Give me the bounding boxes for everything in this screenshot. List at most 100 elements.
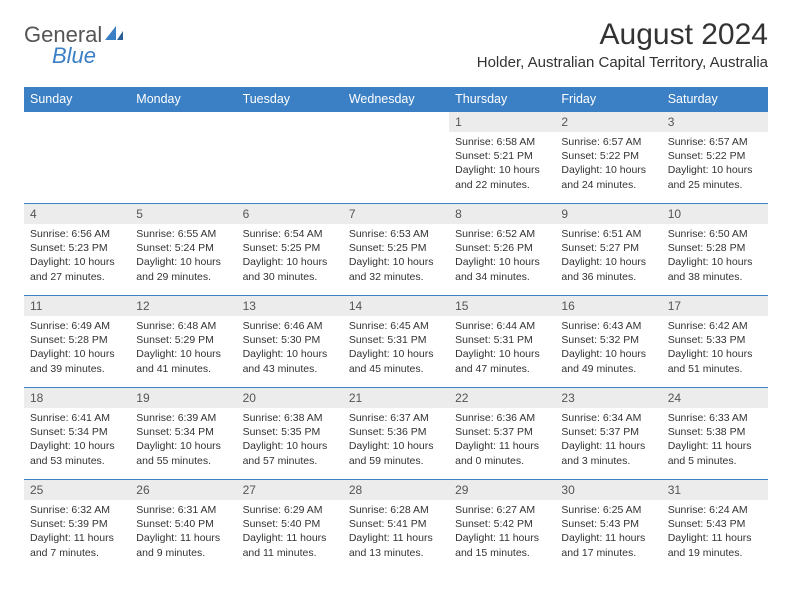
sunset-text: Sunset: 5:36 PM (349, 425, 443, 439)
sunrise-text: Sunrise: 6:42 AM (668, 319, 762, 333)
calendar-day-cell: 21Sunrise: 6:37 AMSunset: 5:36 PMDayligh… (343, 388, 449, 480)
sunset-text: Sunset: 5:24 PM (136, 241, 230, 255)
day-details: Sunrise: 6:42 AMSunset: 5:33 PMDaylight:… (662, 316, 768, 380)
day-details: Sunrise: 6:31 AMSunset: 5:40 PMDaylight:… (130, 500, 236, 564)
sunset-text: Sunset: 5:22 PM (668, 149, 762, 163)
day-number: 17 (662, 296, 768, 316)
day-details: Sunrise: 6:32 AMSunset: 5:39 PMDaylight:… (24, 500, 130, 564)
calendar-day-cell: 16Sunrise: 6:43 AMSunset: 5:32 PMDayligh… (555, 296, 661, 388)
day-details: Sunrise: 6:53 AMSunset: 5:25 PMDaylight:… (343, 224, 449, 288)
sunrise-text: Sunrise: 6:54 AM (243, 227, 337, 241)
daylight-text: Daylight: 11 hours and 3 minutes. (561, 439, 655, 467)
day-number: 9 (555, 204, 661, 224)
daylight-text: Daylight: 10 hours and 55 minutes. (136, 439, 230, 467)
sunset-text: Sunset: 5:41 PM (349, 517, 443, 531)
sunset-text: Sunset: 5:42 PM (455, 517, 549, 531)
brand-logo: GeneralBlue (24, 24, 128, 67)
weekday-header: Friday (555, 87, 661, 112)
sail-icon (104, 22, 126, 47)
day-details: Sunrise: 6:41 AMSunset: 5:34 PMDaylight:… (24, 408, 130, 472)
day-number: 12 (130, 296, 236, 316)
day-number: 21 (343, 388, 449, 408)
sunrise-text: Sunrise: 6:58 AM (455, 135, 549, 149)
sunrise-text: Sunrise: 6:29 AM (243, 503, 337, 517)
day-number (237, 112, 343, 132)
calendar-day-cell: 23Sunrise: 6:34 AMSunset: 5:37 PMDayligh… (555, 388, 661, 480)
location-text: Holder, Australian Capital Territory, Au… (477, 54, 768, 71)
day-number: 15 (449, 296, 555, 316)
calendar-body: 1Sunrise: 6:58 AMSunset: 5:21 PMDaylight… (24, 112, 768, 572)
day-number: 30 (555, 480, 661, 500)
daylight-text: Daylight: 10 hours and 57 minutes. (243, 439, 337, 467)
calendar-day-cell: 2Sunrise: 6:57 AMSunset: 5:22 PMDaylight… (555, 112, 661, 204)
weekday-header: Monday (130, 87, 236, 112)
daylight-text: Daylight: 10 hours and 49 minutes. (561, 347, 655, 375)
calendar-day-cell: 3Sunrise: 6:57 AMSunset: 5:22 PMDaylight… (662, 112, 768, 204)
day-number: 19 (130, 388, 236, 408)
day-details: Sunrise: 6:57 AMSunset: 5:22 PMDaylight:… (555, 132, 661, 196)
sunrise-text: Sunrise: 6:43 AM (561, 319, 655, 333)
sunrise-text: Sunrise: 6:57 AM (668, 135, 762, 149)
weekday-header: Saturday (662, 87, 768, 112)
daylight-text: Daylight: 10 hours and 22 minutes. (455, 163, 549, 191)
day-details: Sunrise: 6:55 AMSunset: 5:24 PMDaylight:… (130, 224, 236, 288)
sunset-text: Sunset: 5:28 PM (30, 333, 124, 347)
calendar-day-cell: 31Sunrise: 6:24 AMSunset: 5:43 PMDayligh… (662, 480, 768, 572)
sunset-text: Sunset: 5:27 PM (561, 241, 655, 255)
sunrise-text: Sunrise: 6:25 AM (561, 503, 655, 517)
sunset-text: Sunset: 5:29 PM (136, 333, 230, 347)
day-number: 18 (24, 388, 130, 408)
daylight-text: Daylight: 10 hours and 38 minutes. (668, 255, 762, 283)
daylight-text: Daylight: 10 hours and 30 minutes. (243, 255, 337, 283)
calendar-day-cell: 8Sunrise: 6:52 AMSunset: 5:26 PMDaylight… (449, 204, 555, 296)
daylight-text: Daylight: 11 hours and 9 minutes. (136, 531, 230, 559)
calendar-day-cell: 15Sunrise: 6:44 AMSunset: 5:31 PMDayligh… (449, 296, 555, 388)
brand-part2: Blue (52, 43, 96, 68)
daylight-text: Daylight: 10 hours and 39 minutes. (30, 347, 124, 375)
day-details: Sunrise: 6:29 AMSunset: 5:40 PMDaylight:… (237, 500, 343, 564)
sunset-text: Sunset: 5:40 PM (136, 517, 230, 531)
day-number: 14 (343, 296, 449, 316)
sunset-text: Sunset: 5:43 PM (561, 517, 655, 531)
calendar-week-row: 25Sunrise: 6:32 AMSunset: 5:39 PMDayligh… (24, 480, 768, 572)
day-details: Sunrise: 6:27 AMSunset: 5:42 PMDaylight:… (449, 500, 555, 564)
day-number: 24 (662, 388, 768, 408)
day-number: 16 (555, 296, 661, 316)
day-details: Sunrise: 6:56 AMSunset: 5:23 PMDaylight:… (24, 224, 130, 288)
day-number: 22 (449, 388, 555, 408)
day-details: Sunrise: 6:52 AMSunset: 5:26 PMDaylight:… (449, 224, 555, 288)
weekday-header: Wednesday (343, 87, 449, 112)
day-number: 27 (237, 480, 343, 500)
daylight-text: Daylight: 10 hours and 27 minutes. (30, 255, 124, 283)
sunrise-text: Sunrise: 6:37 AM (349, 411, 443, 425)
day-number: 23 (555, 388, 661, 408)
daylight-text: Daylight: 11 hours and 7 minutes. (30, 531, 124, 559)
sunrise-text: Sunrise: 6:51 AM (561, 227, 655, 241)
sunrise-text: Sunrise: 6:39 AM (136, 411, 230, 425)
day-details: Sunrise: 6:25 AMSunset: 5:43 PMDaylight:… (555, 500, 661, 564)
day-details: Sunrise: 6:24 AMSunset: 5:43 PMDaylight:… (662, 500, 768, 564)
day-details: Sunrise: 6:34 AMSunset: 5:37 PMDaylight:… (555, 408, 661, 472)
sunset-text: Sunset: 5:38 PM (668, 425, 762, 439)
sunset-text: Sunset: 5:31 PM (349, 333, 443, 347)
day-details: Sunrise: 6:38 AMSunset: 5:35 PMDaylight:… (237, 408, 343, 472)
day-number: 11 (24, 296, 130, 316)
sunrise-text: Sunrise: 6:48 AM (136, 319, 230, 333)
calendar-head: SundayMondayTuesdayWednesdayThursdayFrid… (24, 87, 768, 112)
sunrise-text: Sunrise: 6:50 AM (668, 227, 762, 241)
sunset-text: Sunset: 5:22 PM (561, 149, 655, 163)
day-number: 1 (449, 112, 555, 132)
day-number (130, 112, 236, 132)
sunrise-text: Sunrise: 6:57 AM (561, 135, 655, 149)
sunrise-text: Sunrise: 6:36 AM (455, 411, 549, 425)
sunrise-text: Sunrise: 6:49 AM (30, 319, 124, 333)
calendar-day-cell: 5Sunrise: 6:55 AMSunset: 5:24 PMDaylight… (130, 204, 236, 296)
sunrise-text: Sunrise: 6:46 AM (243, 319, 337, 333)
daylight-text: Daylight: 11 hours and 5 minutes. (668, 439, 762, 467)
calendar-day-cell: 6Sunrise: 6:54 AMSunset: 5:25 PMDaylight… (237, 204, 343, 296)
day-details: Sunrise: 6:33 AMSunset: 5:38 PMDaylight:… (662, 408, 768, 472)
day-details: Sunrise: 6:46 AMSunset: 5:30 PMDaylight:… (237, 316, 343, 380)
day-details: Sunrise: 6:36 AMSunset: 5:37 PMDaylight:… (449, 408, 555, 472)
day-details: Sunrise: 6:58 AMSunset: 5:21 PMDaylight:… (449, 132, 555, 196)
day-details: Sunrise: 6:43 AMSunset: 5:32 PMDaylight:… (555, 316, 661, 380)
